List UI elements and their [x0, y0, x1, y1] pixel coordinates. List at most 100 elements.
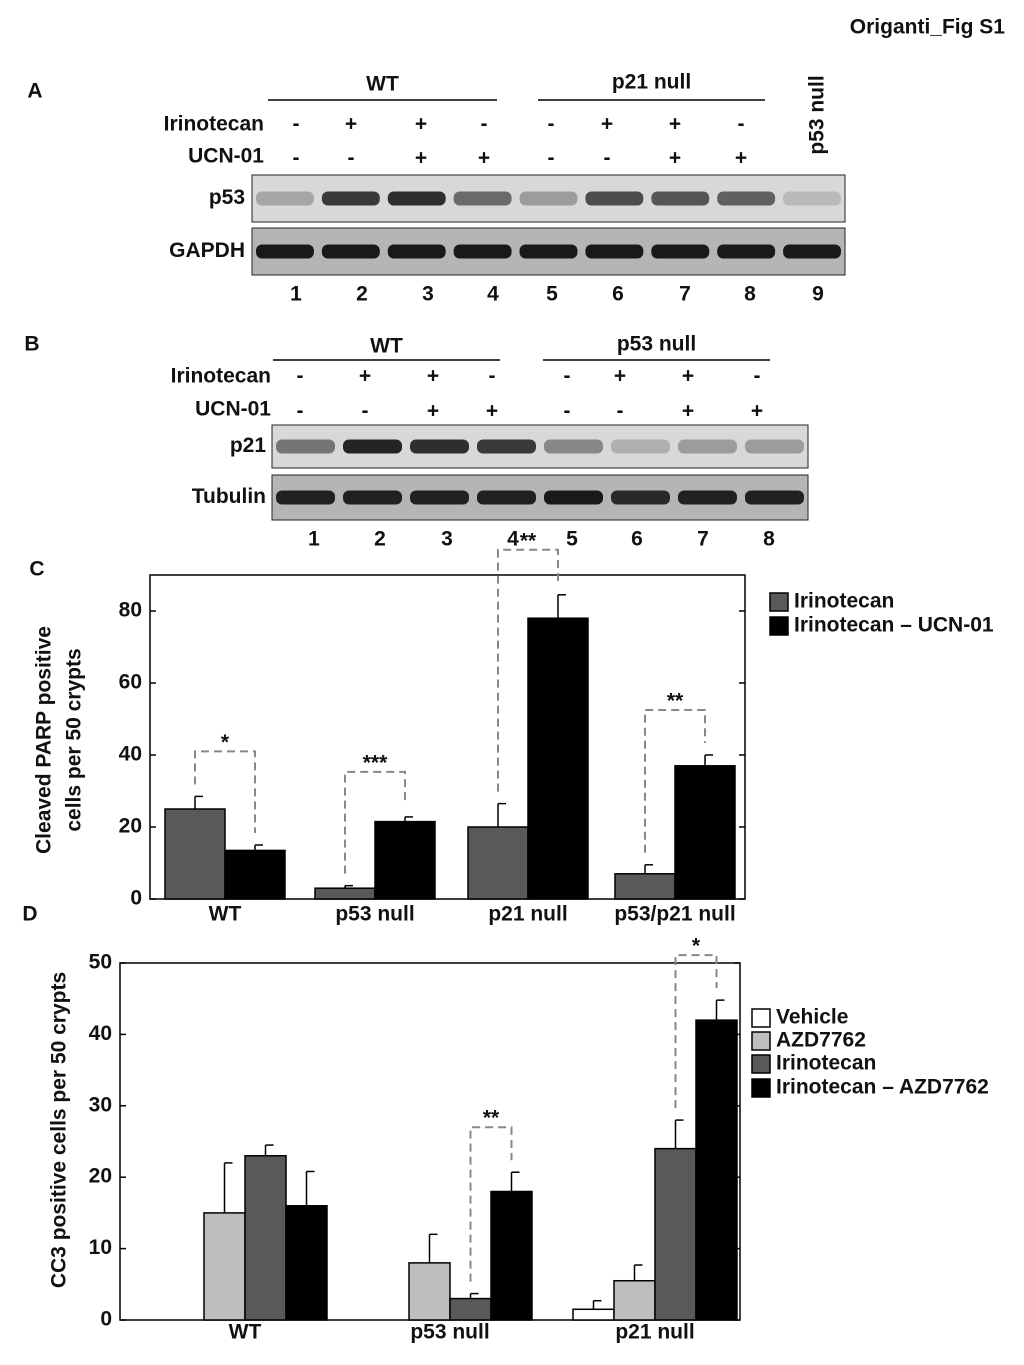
lane-number: 8 [763, 528, 775, 551]
panel-letter: C [29, 558, 44, 581]
bar [314, 887, 376, 900]
blot-band [453, 191, 512, 206]
significance-bracket [644, 709, 706, 853]
y-tick-label: 40 [119, 743, 142, 766]
figure-title: Origanti_Fig S1 [850, 16, 1006, 39]
bar [224, 849, 286, 900]
y-tick-label: 0 [100, 1308, 112, 1331]
treatment-sign: - [548, 147, 555, 170]
treatment-label: UCN-01 [188, 145, 264, 168]
significance-label: ** [483, 1107, 500, 1130]
lane-number: 3 [441, 528, 453, 551]
blot-band [717, 191, 776, 206]
legend-label: Irinotecan – UCN-01 [794, 614, 994, 637]
panel-letter: D [22, 903, 37, 926]
blot-band [544, 439, 603, 454]
legend-swatch [751, 1008, 771, 1028]
blot-band [585, 244, 644, 259]
blot-band [519, 244, 578, 259]
y-axis-label: CC3 positive cells per 50 crypts [48, 972, 71, 1288]
bar [654, 1147, 697, 1321]
lane-number: 6 [612, 283, 624, 306]
lane-number: 6 [631, 528, 643, 551]
treatment-sign: - [293, 113, 300, 136]
blot-band [783, 244, 841, 259]
lane-number: 5 [566, 528, 578, 551]
bar [374, 820, 436, 900]
blot-band [343, 439, 402, 454]
significance-label: *** [363, 751, 388, 774]
bar [490, 1190, 533, 1321]
significance-bracket [194, 750, 256, 833]
blot-band [256, 191, 314, 206]
panel-letter: A [27, 80, 42, 103]
legend-label: Irinotecan [776, 1052, 876, 1075]
treatment-sign: + [427, 365, 439, 388]
treatment-sign: + [751, 400, 763, 423]
legend-label: Irinotecan [794, 590, 894, 613]
treatment-sign: - [564, 365, 571, 388]
legend-swatch [751, 1078, 771, 1098]
treatment-sign: + [682, 365, 694, 388]
treatment-sign: - [297, 365, 304, 388]
legend-swatch [751, 1031, 771, 1051]
blot-band [410, 439, 469, 454]
lane-label: p53 null [806, 75, 829, 154]
blot-band [585, 191, 644, 206]
y-tick-label: 50 [89, 951, 112, 974]
blot-band [651, 191, 710, 206]
treatment-sign: - [548, 113, 555, 136]
blot-band [651, 244, 710, 259]
blot-band [717, 244, 776, 259]
treatment-label: Irinotecan [164, 113, 264, 136]
blot-band [321, 191, 380, 206]
treatment-sign: + [669, 147, 681, 170]
y-tick-label: 0 [130, 887, 142, 910]
treatment-sign: + [427, 400, 439, 423]
legend-label: Vehicle [776, 1006, 848, 1029]
y-axis-label: Cleaved PARP positive [33, 626, 56, 854]
blot-band [678, 490, 737, 505]
treatment-sign: - [481, 113, 488, 136]
blot-band [678, 439, 737, 454]
treatment-sign: - [489, 365, 496, 388]
lane-number: 7 [697, 528, 709, 551]
significance-bracket [469, 1126, 513, 1282]
blot-band [276, 490, 335, 505]
treatment-sign: - [604, 147, 611, 170]
lane-number: 5 [546, 283, 558, 306]
bar [164, 808, 226, 900]
x-tick-label: p53 null [410, 1321, 489, 1344]
bar [203, 1212, 246, 1321]
x-tick-label: p53/p21 null [614, 903, 735, 926]
y-axis-label: cells per 50 crypts [63, 648, 86, 831]
blot-band [544, 490, 603, 505]
bar [613, 1279, 656, 1321]
treatment-sign: - [617, 400, 624, 423]
treatment-sign: + [735, 147, 747, 170]
group-label: WT [366, 73, 399, 96]
blot-band [256, 244, 314, 259]
legend-label: Irinotecan – AZD7762 [776, 1076, 989, 1099]
x-tick-label: p21 null [615, 1321, 694, 1344]
bar [674, 765, 736, 900]
plot-frame [149, 574, 746, 900]
significance-label: ** [667, 690, 684, 713]
y-tick-label: 80 [119, 599, 142, 622]
blot-band [276, 439, 335, 454]
x-tick-label: p53 null [335, 903, 414, 926]
treatment-sign: + [682, 400, 694, 423]
blot-band [410, 490, 469, 505]
bar [467, 826, 529, 900]
lane-number: 3 [422, 283, 434, 306]
lane-number: 9 [812, 283, 824, 306]
y-tick-label: 40 [89, 1022, 112, 1045]
legend-swatch [769, 592, 789, 612]
blot-band [387, 191, 446, 206]
y-tick-label: 20 [89, 1165, 112, 1188]
blot-band [783, 191, 841, 206]
treatment-sign: + [478, 147, 490, 170]
x-tick-label: WT [229, 1321, 262, 1344]
bar [572, 1308, 615, 1321]
treatment-label: Irinotecan [171, 365, 271, 388]
